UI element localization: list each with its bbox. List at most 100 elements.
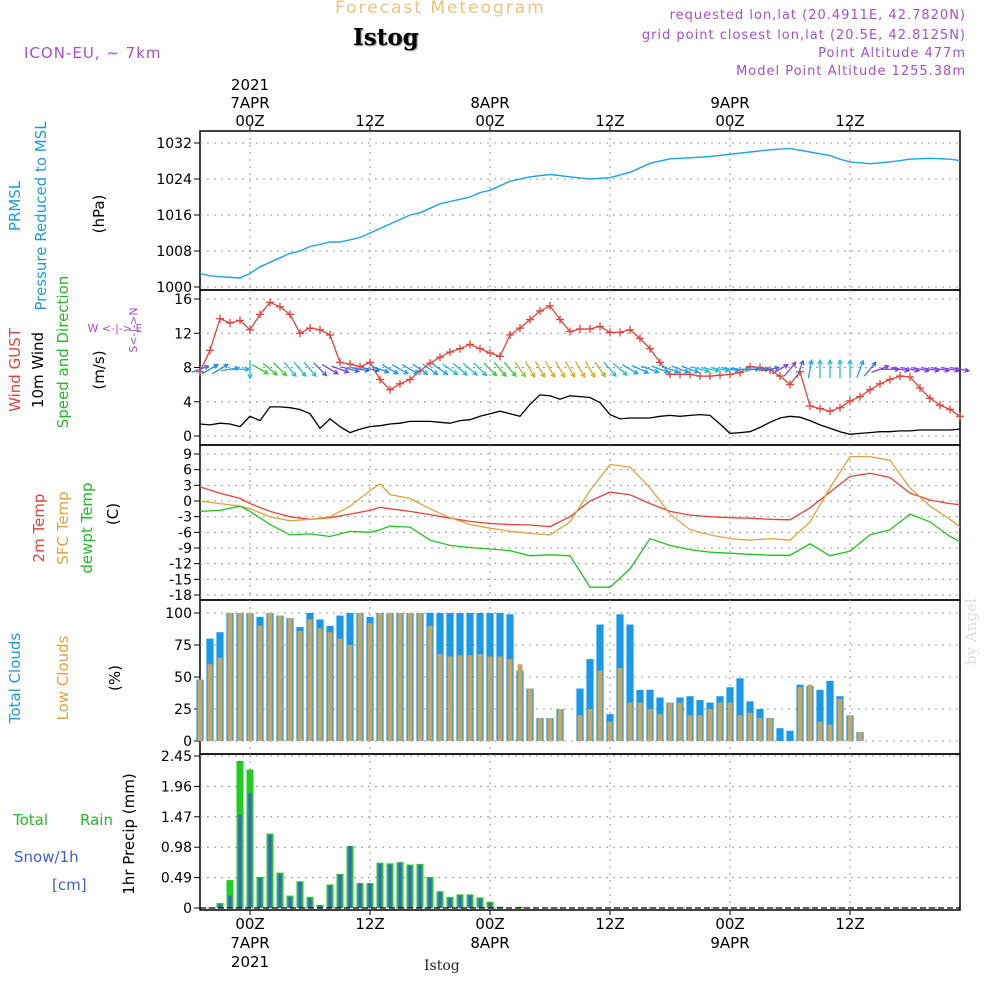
- snow-bar: [218, 904, 222, 908]
- footer-station-label: Istog: [424, 958, 460, 974]
- arrow-shaft: [283, 361, 297, 377]
- bottom-time-label: 00Z: [715, 915, 744, 933]
- arrow-shaft: [771, 364, 789, 375]
- clouds-y-tick-label: 100: [165, 606, 192, 622]
- low-cloud-bar: [467, 655, 473, 741]
- arrow-shaft: [473, 362, 487, 377]
- temperature-y-tick-label: -9: [178, 541, 192, 557]
- top-time-label: 00Z: [715, 112, 744, 130]
- wind-direction-arrow: [691, 366, 711, 374]
- wind-direction-arrow: [251, 364, 269, 375]
- arrow-head: [530, 372, 536, 379]
- low-cloud-bar: [507, 659, 513, 741]
- bottom-time-label: 12Z: [835, 915, 864, 933]
- arrow-shaft: [201, 364, 219, 375]
- arrow-head: [783, 364, 789, 369]
- arrow-shaft: [442, 363, 458, 375]
- arrow-shaft: [612, 362, 628, 376]
- clouds-y-tick-label: 50: [174, 670, 192, 686]
- arrow-shaft: [564, 361, 576, 378]
- wind-direction-arrow: [564, 361, 576, 379]
- low-cloud-bar: [317, 628, 323, 741]
- low-cloud-bar: [367, 623, 373, 741]
- wind-direction-arrow: [554, 361, 566, 379]
- arrow-head: [393, 369, 399, 375]
- arrow-head: [859, 359, 865, 366]
- low-cloud-bar: [607, 721, 613, 741]
- total-cloud-bar: [626, 624, 634, 741]
- low-clouds-label: Low Clouds: [54, 635, 72, 720]
- arrow-head: [693, 368, 700, 374]
- arrow-shaft: [554, 361, 566, 378]
- wind-10m-label: 10m Wind: [29, 332, 47, 408]
- low-cloud-bar: [257, 625, 263, 741]
- arrow-head: [673, 368, 680, 374]
- arrow-head: [511, 371, 517, 378]
- wind-direction-arrow: [807, 359, 814, 379]
- arrow-shaft: [603, 361, 617, 377]
- wind-direction-arrow: [262, 362, 278, 376]
- arrow-shaft: [191, 365, 209, 373]
- wind-direction-arrow: [584, 361, 596, 379]
- arrow-head: [272, 370, 278, 376]
- low-cloud-bar: [547, 717, 553, 741]
- wind-direction-arrow: [951, 367, 971, 373]
- arrow-shaft: [524, 361, 536, 378]
- arrow-head: [653, 368, 660, 374]
- arrow-shaft: [432, 363, 448, 375]
- wind-direction-arrow: [371, 365, 390, 374]
- snow-bar: [418, 865, 422, 908]
- wind-direction-arrow: [847, 358, 853, 379]
- gust-line: [199, 301, 961, 417]
- low-cloud-bar: [717, 702, 723, 741]
- clouds-y-tick-label: 0: [183, 734, 192, 750]
- arrow-head: [432, 370, 439, 376]
- arrow-head: [663, 368, 670, 374]
- arrow-head: [808, 359, 814, 365]
- arrow-shaft: [711, 367, 729, 372]
- precipitation-y-tick-label: 1.47: [161, 810, 192, 826]
- arrow-shaft: [391, 364, 409, 375]
- low-cloud-bar: [797, 687, 803, 741]
- clouds-y-tick-label: 25: [174, 702, 192, 718]
- low-cloud-bar: [847, 715, 853, 741]
- low-cloud-bar: [727, 702, 733, 741]
- top-time-label: 9APR: [710, 94, 749, 112]
- precipitation-y-tick-label: 0: [183, 901, 192, 917]
- arrow-shaft: [251, 364, 269, 375]
- arrow-head: [462, 370, 468, 376]
- wind-direction-arrow: [837, 358, 843, 379]
- arrow-head: [837, 358, 843, 365]
- temperature-y-tick-label: 9: [183, 447, 192, 463]
- low-cloud-bar: [647, 709, 653, 741]
- wind-direction-arrow: [603, 361, 617, 378]
- wind-direction-arrow: [191, 364, 210, 373]
- arrow-head: [817, 358, 823, 365]
- low-cloud-bar: [457, 655, 463, 741]
- wind-direction-arrow: [361, 367, 381, 373]
- arrow-head: [520, 372, 526, 378]
- total-cloud-bar: [786, 730, 794, 741]
- arrow-shaft: [331, 365, 349, 373]
- wind-direction-arrow: [612, 362, 628, 376]
- arrow-head: [540, 372, 546, 379]
- pressure-y-tick-label: 1008: [156, 244, 192, 260]
- low-cloud-bar: [377, 613, 383, 741]
- low-cloud-bar: [687, 715, 693, 741]
- wind-direction-arrow: [231, 366, 251, 372]
- total-cloud-bar: [816, 689, 824, 741]
- wind-direction-arrow: [863, 361, 877, 377]
- low-cloud-bar: [197, 679, 203, 741]
- low-cloud-bar: [757, 717, 763, 741]
- wind-gust-label: Wind GUST: [6, 327, 24, 412]
- temp-2m-label: 2m Temp: [30, 494, 48, 563]
- clouds-unit-label: (%): [106, 665, 124, 691]
- arrow-shaft: [584, 361, 596, 378]
- arrow-shaft: [401, 364, 419, 375]
- wind-direction-arrow: [621, 364, 639, 375]
- arrow-head: [301, 371, 307, 378]
- low-cloud-bar: [587, 709, 593, 741]
- grid-point-coordinates: grid point closest lon,lat (20.5E, 42.81…: [641, 28, 966, 43]
- top-time-label: 00Z: [235, 112, 264, 130]
- pressure-y-tick-label: 1032: [156, 136, 192, 152]
